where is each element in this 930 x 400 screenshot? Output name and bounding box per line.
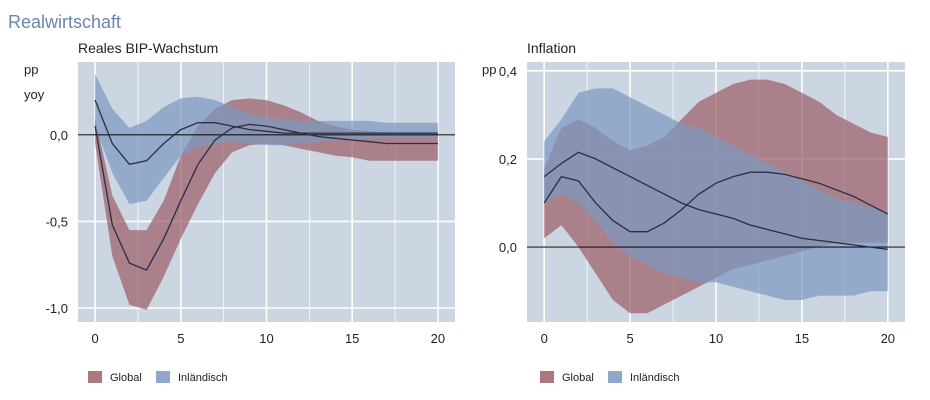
legend: Global Inländisch: [88, 371, 228, 384]
legend-label-inlaendisch: Inländisch: [630, 372, 680, 384]
legend-label-inlaendisch: Inländisch: [178, 372, 228, 384]
page-title: Realwirtschaft: [8, 12, 122, 32]
legend-label-global: Global: [562, 372, 594, 384]
x-tick-label: 10: [709, 331, 723, 346]
x-tick-label: 20: [431, 331, 445, 346]
y-tick-label: 0,0: [499, 240, 517, 255]
legend-label-global: Global: [110, 372, 142, 384]
y-tick-label: 0,4: [499, 64, 517, 79]
band-global: [95, 98, 438, 310]
legend-swatch-inlaendisch: [608, 371, 622, 383]
median-line-inlaendisch: [94, 99, 438, 166]
band-inlaendisch: [95, 74, 438, 205]
x-tick-label: 15: [345, 331, 359, 346]
y-tick-label: -1,0: [46, 301, 68, 316]
y-axis-unit: yoy: [24, 87, 45, 102]
chart-title: Inflation: [527, 40, 576, 56]
median-line-global: [543, 171, 889, 233]
chart-title: Reales BIP-Wachstum: [78, 40, 218, 56]
x-tick-label: 0: [92, 331, 99, 346]
median-line-global: [94, 123, 438, 271]
x-tick-label: 20: [881, 331, 895, 346]
x-tick-label: 5: [177, 331, 184, 346]
y-axis-unit: pp: [24, 62, 38, 77]
chart-2: Inflation pp 0,4 0,2 0,0 0 5 10 15 20 Global Inländ…: [482, 40, 905, 384]
x-tick-label: 15: [795, 331, 809, 346]
chart-1: Reales BIP-Wachstum pp yoy 0,0 -0,5 -1,0 0 5 10 1…: [24, 40, 455, 384]
x-tick-label: 0: [541, 331, 548, 346]
legend-swatch-inlaendisch: [156, 371, 170, 383]
legend-swatch-global: [540, 371, 554, 383]
y-tick-label: 0,2: [499, 152, 517, 167]
median-line-inlaendisch: [543, 151, 888, 250]
y-tick-label: 0,0: [50, 128, 68, 143]
x-tick-label: 10: [259, 331, 273, 346]
y-axis-unit: pp: [482, 62, 496, 77]
legend: Global Inländisch: [540, 371, 680, 384]
y-tick-label: -0,5: [46, 214, 68, 229]
legend-swatch-global: [88, 371, 102, 383]
x-tick-label: 5: [626, 331, 633, 346]
